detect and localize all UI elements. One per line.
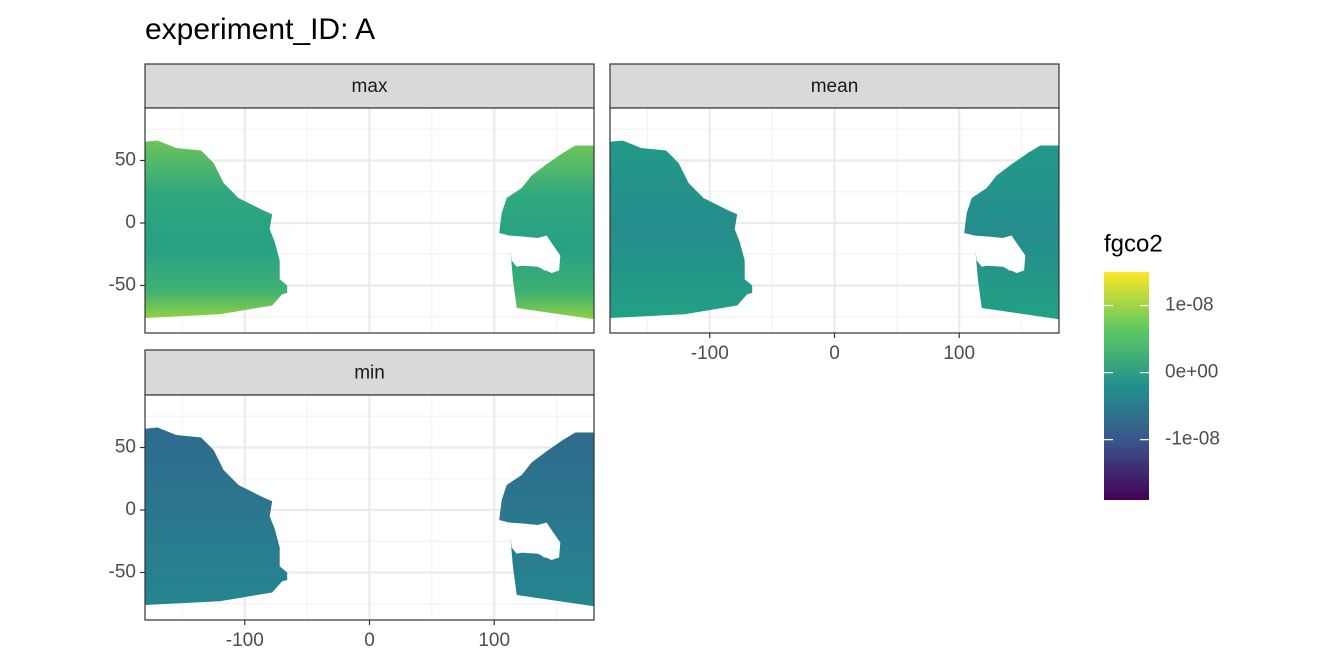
y-tick-label: 0 — [125, 212, 136, 233]
y-tick-label: 50 — [115, 150, 136, 171]
x-tick-label: 100 — [478, 630, 510, 651]
strip-label: min — [354, 363, 385, 384]
y-tick-label: 50 — [115, 437, 136, 458]
ocean-field — [499, 145, 594, 320]
legend-tick-label: 1e-08 — [1165, 295, 1214, 316]
panel-border — [144, 107, 595, 334]
legend-tick-label: -1e-08 — [1165, 429, 1220, 450]
ocean-field — [499, 432, 594, 607]
chart-title: experiment_ID: A — [145, 13, 375, 46]
ocean-field — [145, 427, 288, 605]
y-tick-label: 0 — [125, 499, 136, 520]
legend-title: fgco2 — [1104, 230, 1163, 257]
legend-tick-label: 0e+00 — [1165, 362, 1218, 383]
strip-label: mean — [811, 76, 859, 97]
ocean-field — [145, 140, 288, 318]
land — [976, 236, 1026, 271]
strip — [609, 63, 1060, 109]
y-tick-label: -50 — [109, 562, 136, 583]
strip — [144, 63, 595, 109]
colorbar — [1104, 272, 1149, 500]
land — [511, 523, 561, 558]
strip-label: max — [352, 76, 388, 97]
x-tick-label: -100 — [691, 343, 729, 364]
land — [511, 236, 561, 271]
x-tick-label: 0 — [829, 343, 840, 364]
x-tick-label: 100 — [943, 343, 975, 364]
strip — [144, 349, 595, 396]
ocean-field — [964, 145, 1059, 320]
ocean-field — [610, 140, 753, 318]
x-tick-label: -100 — [226, 630, 264, 651]
x-tick-label: 0 — [364, 630, 375, 651]
y-tick-label: -50 — [109, 275, 136, 296]
